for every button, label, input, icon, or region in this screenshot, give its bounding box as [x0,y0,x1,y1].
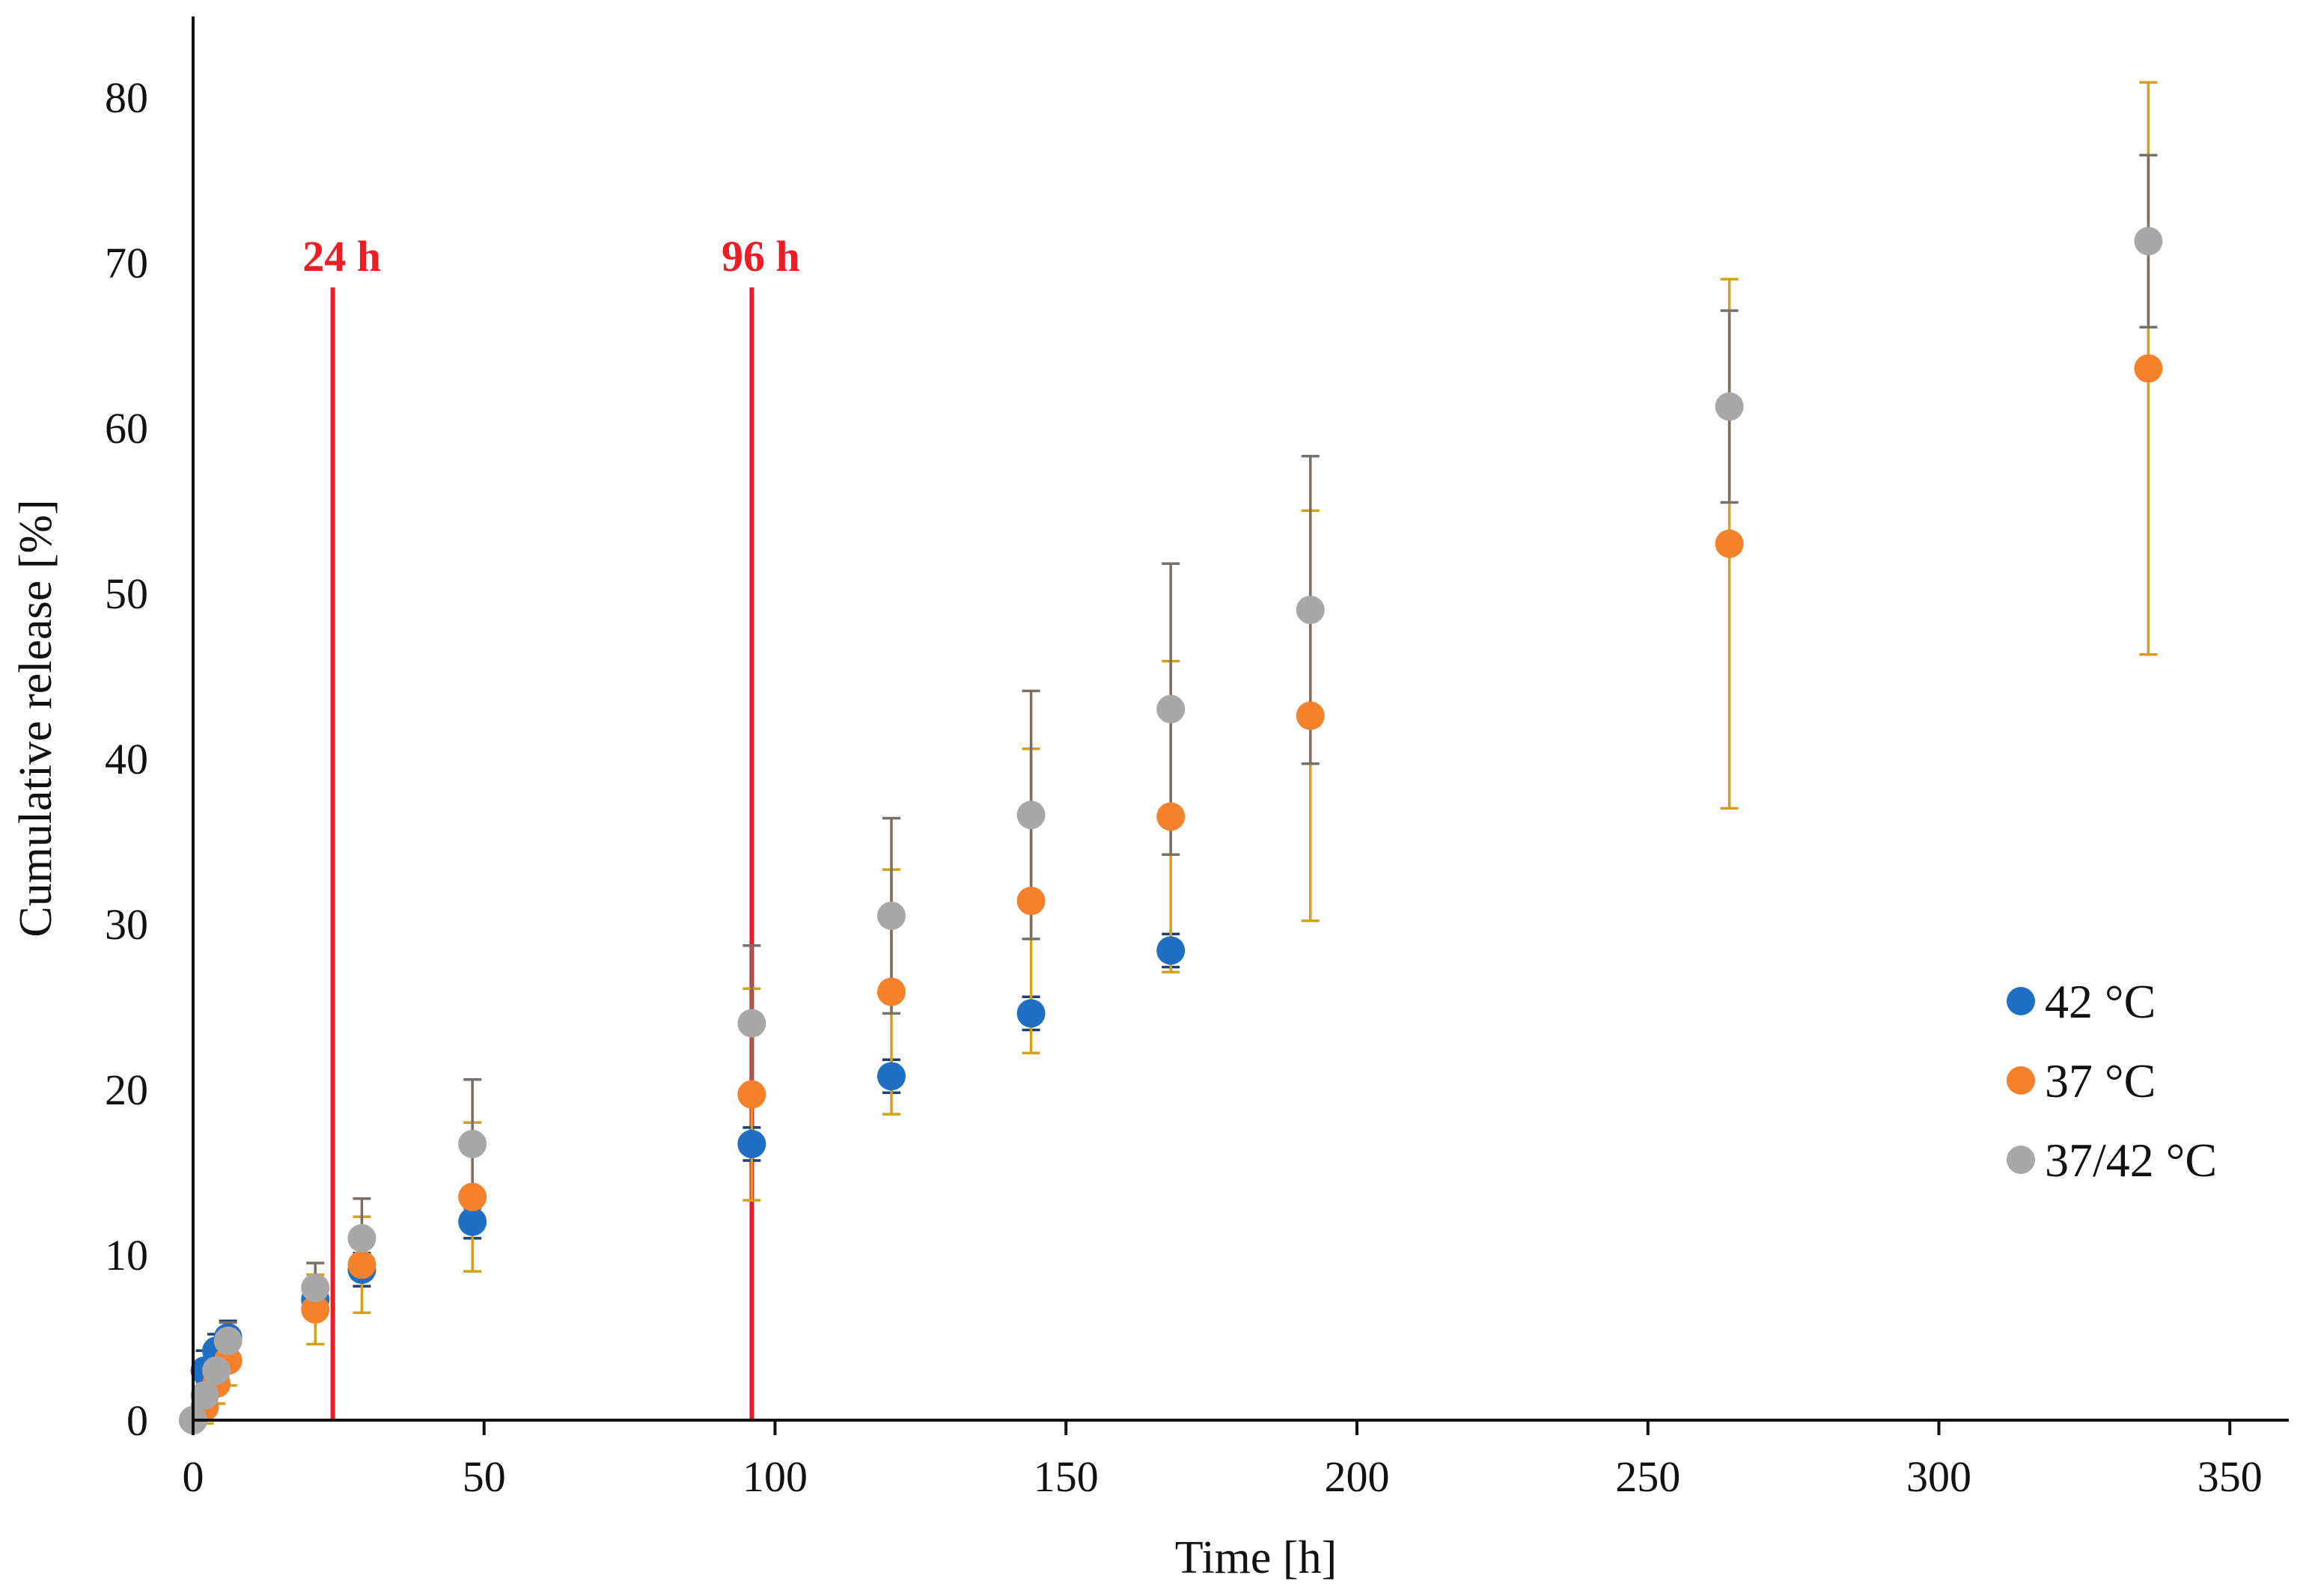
data-point [347,1250,376,1279]
annotation-label: 24 h [302,232,381,281]
y-tick-label: 40 [105,735,148,783]
data-point [1156,694,1186,724]
y-tick-label: 20 [105,1065,148,1114]
data-point [458,1207,487,1236]
data-point [2134,354,2163,383]
annotation-lines: 24 h 96 h [302,232,800,1420]
data-points [179,227,2163,1434]
data-point [1016,801,1046,830]
y-tick-label: 30 [105,900,148,949]
y-ticks: 0 10 20 30 40 50 60 70 80 [105,73,148,1445]
data-point [1156,802,1186,831]
data-point [737,1009,766,1038]
x-tick-label: 200 [1325,1452,1390,1501]
x-tick-label: 300 [1906,1452,1971,1501]
y-tick-label: 50 [105,569,148,618]
data-point [1715,392,1744,421]
x-tick-label: 0 [183,1452,204,1501]
y-axis-title: Cumulative release [%] [10,499,61,937]
y-tick-label: 0 [126,1396,148,1445]
data-point [877,1062,906,1091]
x-tick-label: 350 [2197,1452,2263,1501]
legend-label: 37 °C [2045,1054,2156,1107]
x-axis-title: Time [h] [1175,1532,1337,1583]
data-point [1296,596,1325,625]
y-tick-label: 80 [105,73,148,122]
data-point [877,977,906,1006]
data-point [458,1129,487,1158]
x-tick-label: 100 [742,1452,808,1501]
data-point [737,1129,766,1158]
y-tick-label: 10 [105,1231,148,1279]
legend-label: 37/42 °C [2045,1134,2217,1187]
y-tick-label: 60 [105,404,148,453]
x-tick-label: 250 [1615,1452,1680,1501]
legend-marker [2007,987,2035,1015]
y-tick-label: 70 [105,239,148,287]
data-point [301,1294,330,1324]
legend-marker [2007,1146,2035,1174]
data-point [458,1182,487,1211]
data-point [1715,529,1744,558]
data-point [737,1080,766,1109]
data-point [1016,887,1046,916]
data-point [1156,936,1186,965]
data-point [1296,701,1325,730]
data-point [347,1223,376,1253]
data-point [877,901,906,930]
legend-marker [2007,1066,2035,1095]
axes [192,16,2289,1422]
data-point [213,1326,242,1355]
data-point [2134,227,2163,256]
x-tick-label: 50 [463,1452,506,1501]
data-point [202,1356,231,1385]
data-point [190,1381,219,1410]
legend[interactable]: 42 °C 37 °C 37/42 °C [2007,975,2217,1187]
annotation-label: 96 h [722,232,800,281]
data-point [1016,999,1046,1028]
data-point [301,1274,330,1303]
legend-label: 42 °C [2045,975,2156,1028]
x-tick-label: 150 [1034,1452,1099,1501]
x-ticks: 0 50 100 150 200 250 300 350 [183,1420,2263,1501]
